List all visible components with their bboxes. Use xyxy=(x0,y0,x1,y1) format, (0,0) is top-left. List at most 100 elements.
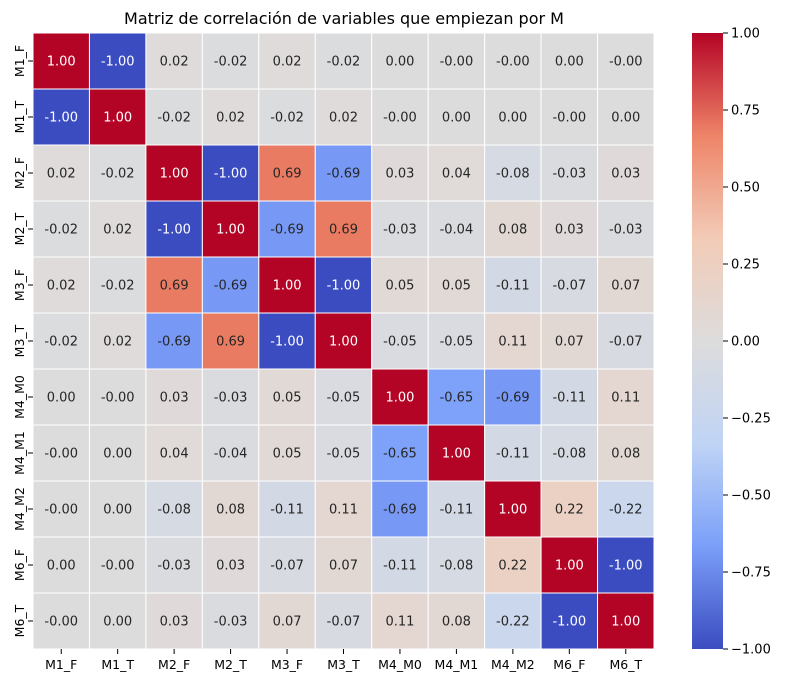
y-tick-label: M4_M2 xyxy=(12,487,27,531)
cell-value-label: -0.00 xyxy=(383,111,417,126)
y-tick-label: M3_T xyxy=(12,324,27,357)
heatmap-cell xyxy=(32,32,90,90)
heatmap-cell xyxy=(597,592,655,650)
cell-value-label: -0.11 xyxy=(496,279,530,294)
x-tick-label: M3_T xyxy=(327,657,360,672)
cell-value-label: 0.08 xyxy=(498,223,527,238)
heatmap-cell xyxy=(145,256,203,314)
heatmap-cell xyxy=(314,480,373,538)
cell-value-label: 0.22 xyxy=(498,559,527,574)
heatmap-cell xyxy=(145,368,203,426)
heatmap-cell xyxy=(314,32,373,90)
heatmap-cell xyxy=(597,480,655,538)
colorbar-tick-label: 0.75 xyxy=(731,104,760,119)
cell-value-label: 0.00 xyxy=(47,559,76,574)
x-tick-label: M1_T xyxy=(101,657,134,672)
heatmap-cell xyxy=(371,480,429,538)
cell-value-label: -0.69 xyxy=(496,391,530,406)
cell-value-label: -1.00 xyxy=(609,559,643,574)
cell-value-label: 0.02 xyxy=(216,111,245,126)
x-tick-label: M2_F xyxy=(158,657,190,672)
cell-value-label: 0.11 xyxy=(329,503,358,518)
cell-value-label: -0.02 xyxy=(101,167,135,182)
cell-value-label: -0.08 xyxy=(440,559,474,574)
heatmap-cell xyxy=(201,536,260,594)
heatmap-cell xyxy=(314,592,373,650)
cell-value-label: 1.00 xyxy=(442,447,471,462)
cell-value-label: -0.00 xyxy=(44,447,78,462)
cell-value-label: -0.05 xyxy=(383,335,417,350)
cell-value-label: 0.69 xyxy=(216,335,245,350)
heatmap-cell xyxy=(145,144,203,202)
heatmap-cell xyxy=(484,144,542,202)
cell-value-label: -1.00 xyxy=(552,615,586,630)
x-tick-label: M6_T xyxy=(609,657,642,672)
y-tick-label: M4_M1 xyxy=(12,431,27,475)
heatmap-cell xyxy=(427,424,486,482)
cell-value-label: -0.08 xyxy=(157,503,191,518)
cell-value-label: -0.05 xyxy=(327,447,361,462)
cell-value-label: 0.22 xyxy=(555,503,584,518)
cell-value-label: 0.04 xyxy=(442,167,471,182)
heatmap-cell xyxy=(145,200,203,258)
heatmap-cell xyxy=(540,480,599,538)
x-tick-label: M3_F xyxy=(271,657,303,672)
heatmap-cell xyxy=(258,256,316,314)
colorbar-tick-label: −1.00 xyxy=(731,643,771,658)
heatmap-cell xyxy=(201,200,260,258)
cell-value-label: -0.03 xyxy=(552,167,586,182)
heatmap-cell xyxy=(314,144,373,202)
heatmap-cell xyxy=(32,88,90,146)
cell-value-label: 0.08 xyxy=(611,447,640,462)
cell-value-label: -0.00 xyxy=(609,55,643,70)
cell-value-label: 0.69 xyxy=(329,223,358,238)
heatmap-cell xyxy=(484,88,542,146)
y-tick-label: M2_T xyxy=(12,212,27,245)
y-tick-label: M1_F xyxy=(12,45,27,77)
cell-value-label: 0.03 xyxy=(160,615,189,630)
cell-value-label: -0.00 xyxy=(552,111,586,126)
heatmap-cell xyxy=(201,312,260,370)
heatmap-cell xyxy=(371,424,429,482)
heatmap-cell xyxy=(145,480,203,538)
x-tick-label: M4_M0 xyxy=(378,657,422,672)
heatmap-cell xyxy=(88,368,147,426)
heatmap-cell xyxy=(484,312,542,370)
heatmap-cell xyxy=(597,88,655,146)
heatmap-cell xyxy=(314,424,373,482)
heatmap-cell xyxy=(427,536,486,594)
cell-value-label: -0.03 xyxy=(214,391,248,406)
cell-value-label: -0.22 xyxy=(609,503,643,518)
cell-value-label: 0.00 xyxy=(442,111,471,126)
cell-value-label: -0.69 xyxy=(270,223,304,238)
heatmap-cell xyxy=(145,88,203,146)
x-tick-label: M6_F xyxy=(553,657,585,672)
cell-value-label: -0.00 xyxy=(496,55,530,70)
cell-value-label: -0.00 xyxy=(44,615,78,630)
colorbar-tick-label: −0.75 xyxy=(731,566,771,581)
heatmap-cell xyxy=(540,368,599,426)
heatmap-cell xyxy=(427,368,486,426)
cell-value-label: 0.08 xyxy=(216,503,245,518)
cell-value-label: 0.05 xyxy=(385,279,414,294)
cell-value-label: -0.11 xyxy=(383,559,417,574)
heatmap-cell xyxy=(540,88,599,146)
cell-value-label: -0.02 xyxy=(270,111,304,126)
heatmap-cell xyxy=(314,368,373,426)
colorbar-tick-label: 0.50 xyxy=(731,181,760,196)
cell-value-label: -0.05 xyxy=(327,391,361,406)
heatmap-cell xyxy=(314,312,373,370)
heatmap-cell xyxy=(258,88,316,146)
heatmap-cell xyxy=(427,88,486,146)
colorbar-tick-label: 0.00 xyxy=(731,335,760,350)
cell-value-label: 0.00 xyxy=(47,391,76,406)
heatmap-cell xyxy=(314,536,373,594)
cell-value-label: 0.07 xyxy=(329,559,358,574)
cell-value-label: -0.08 xyxy=(496,167,530,182)
cell-value-label: 0.07 xyxy=(555,335,584,350)
cell-value-label: 1.00 xyxy=(385,391,414,406)
cell-value-label: 0.00 xyxy=(498,111,527,126)
cell-value-label: 0.03 xyxy=(385,167,414,182)
cell-value-label: 0.02 xyxy=(160,55,189,70)
cell-value-label: -0.02 xyxy=(44,335,78,350)
